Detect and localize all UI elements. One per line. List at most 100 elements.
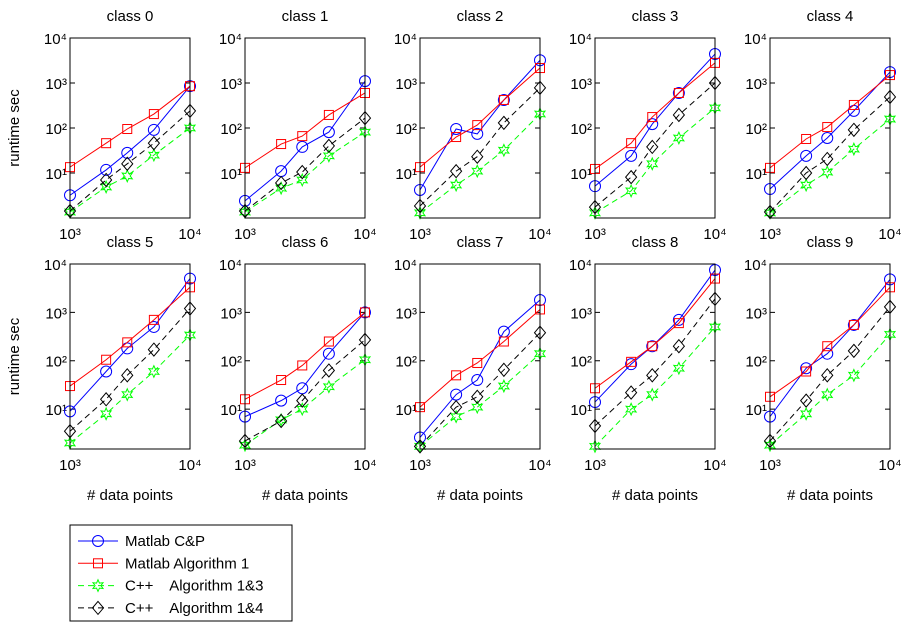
- series-line: [419, 299, 541, 438]
- marker-hexagram: [275, 412, 288, 427]
- marker-hexagram: [625, 402, 638, 417]
- marker-hexagram: [847, 368, 860, 383]
- marker-square: [297, 360, 308, 371]
- marker-square: [323, 336, 334, 347]
- y-tick-label: 10¹: [570, 402, 592, 419]
- marker-hexagram: [450, 409, 463, 424]
- marker-hexagram: [800, 406, 813, 421]
- subplot-title: class 8: [632, 234, 679, 251]
- marker-square: [472, 120, 483, 131]
- marker-hexagram: [322, 379, 335, 394]
- x-tick-label: 10³: [584, 457, 606, 474]
- y-tick-label: 10³: [745, 76, 767, 93]
- marker-square: [472, 357, 483, 368]
- marker-square: [848, 319, 859, 330]
- marker-diamond: [322, 363, 336, 378]
- y-tick-label: 10³: [570, 305, 592, 322]
- subplot-title: class 9: [807, 234, 854, 251]
- x-tick-label: 10⁴: [353, 226, 376, 243]
- marker-square: [297, 131, 308, 142]
- marker-circle: [275, 394, 288, 407]
- axes-frame: [69, 263, 191, 450]
- x-tick-label: 10³: [409, 226, 431, 243]
- x-axis-label: # data points: [787, 487, 873, 504]
- legend-label: Matlab C&P: [125, 533, 205, 550]
- marker-circle: [672, 86, 685, 99]
- marker-hexagram: [121, 168, 134, 183]
- marker-square: [673, 318, 684, 329]
- y-tick-label: 10³: [45, 76, 67, 93]
- marker-circle: [471, 127, 484, 140]
- marker-circle: [100, 365, 113, 378]
- x-axis-label: # data points: [87, 487, 173, 504]
- marker-circle: [625, 149, 638, 162]
- y-tick-label: 10²: [45, 354, 67, 371]
- marker-hexagram: [413, 205, 427, 220]
- axes-frame: [594, 263, 716, 450]
- y-tick-label: 10¹: [45, 402, 67, 419]
- x-tick-label: 10⁴: [178, 226, 201, 243]
- marker-square: [822, 341, 833, 352]
- marker-circle: [847, 318, 860, 331]
- marker-square: [498, 336, 509, 347]
- marker-hexagram: [91, 578, 105, 593]
- series-line: [69, 308, 191, 432]
- marker-hexagram: [821, 387, 834, 402]
- y-tick-label: 10²: [745, 121, 767, 138]
- series-line: [769, 306, 891, 442]
- marker-diamond: [847, 122, 861, 138]
- marker-square: [148, 109, 159, 120]
- legend-label: C++ Algorithm 1&3: [125, 578, 263, 595]
- series-line: [244, 311, 366, 400]
- marker-circle: [497, 93, 510, 106]
- series-line: [594, 62, 716, 170]
- x-tick-label: 10³: [59, 457, 81, 474]
- marker-diamond: [497, 115, 511, 131]
- marker-square: [323, 109, 334, 120]
- y-tick-label: 10¹: [745, 166, 767, 183]
- marker-hexagram: [588, 439, 602, 454]
- series-line: [594, 278, 716, 389]
- x-tick-label: 10³: [234, 457, 256, 474]
- series-line: [244, 80, 366, 202]
- marker-square: [626, 138, 637, 149]
- series-line: [419, 67, 541, 168]
- subplot-title: class 7: [457, 234, 504, 251]
- series-line: [69, 278, 191, 412]
- marker-diamond: [847, 343, 861, 359]
- marker-diamond: [121, 156, 134, 172]
- marker-hexagram: [121, 387, 134, 402]
- marker-diamond: [471, 389, 484, 405]
- marker-diamond: [497, 362, 511, 378]
- series-line: [419, 87, 541, 207]
- marker-square: [822, 122, 833, 133]
- marker-diamond: [672, 107, 686, 123]
- x-tick-label: 10⁴: [878, 457, 901, 474]
- marker-diamond: [821, 151, 834, 167]
- series-line: [594, 298, 716, 427]
- marker-circle: [147, 123, 160, 136]
- series-line: [69, 286, 191, 387]
- marker-circle: [471, 374, 484, 387]
- marker-square: [276, 375, 287, 386]
- series-line: [769, 96, 891, 213]
- marker-hexagram: [275, 181, 288, 196]
- series-line: [769, 74, 891, 169]
- marker-diamond: [91, 600, 105, 616]
- marker-circle: [92, 535, 104, 547]
- marker-square: [101, 354, 112, 365]
- marker-hexagram: [450, 178, 463, 193]
- series-line: [594, 82, 716, 208]
- marker-diamond: [413, 439, 427, 454]
- series-line: [419, 332, 541, 447]
- marker-hexagram: [147, 148, 160, 163]
- axes-frame: [594, 37, 716, 219]
- marker-square: [101, 138, 112, 149]
- marker-square: [451, 370, 462, 381]
- y-tick-label: 10³: [570, 76, 592, 93]
- series-line: [419, 309, 541, 408]
- y-tick-label: 10²: [220, 121, 242, 138]
- marker-square: [673, 87, 684, 98]
- x-tick-label: 10⁴: [878, 226, 901, 243]
- subplot-title: class 5: [107, 234, 154, 251]
